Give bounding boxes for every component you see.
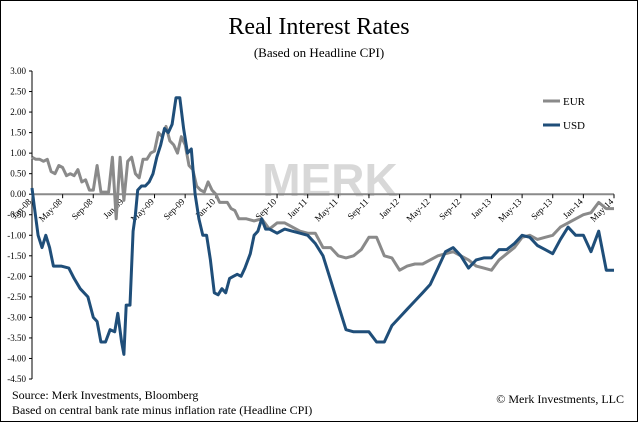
y-tick-label: -1.00 (7, 230, 26, 240)
y-tick-label: 1.00 (10, 148, 26, 158)
x-tick-label: Sep-08 (70, 196, 95, 221)
chart-title: Real Interest Rates (228, 14, 410, 40)
legend: EUR USD (543, 96, 586, 132)
copyright-note: © Merk Investments, LLC (496, 392, 624, 406)
x-tick-label: May-13 (496, 196, 524, 224)
merk-watermark: MERK (262, 154, 397, 206)
chart-subtitle: (Based on Headline CPI) (253, 45, 385, 60)
y-tick-label: 2.50 (10, 87, 26, 97)
x-tick-label: May-08 (37, 196, 65, 224)
y-tick-label: -4.00 (7, 353, 26, 363)
y-tick-label: -3.50 (7, 333, 26, 343)
x-tick-label: Jan-13 (469, 196, 493, 220)
y-tick-label: -0.50 (7, 210, 26, 220)
series-line-usd (30, 96, 614, 356)
y-tick-label: 0.50 (10, 169, 26, 179)
y-axis: 3.00 2.50 2.00 1.50 1.00 0.50 0.00 -0.50 -1.00 -1… (7, 66, 33, 384)
y-tick-label: -4.50 (7, 374, 26, 384)
source-note: Source: Merk Investments, Bloomberg (12, 388, 199, 402)
x-tick-label: May-09 (129, 196, 157, 224)
y-tick-label: 3.00 (10, 66, 26, 76)
basis-note: Based on central bank rate minus inflati… (12, 403, 313, 417)
y-tick-label: 2.00 (10, 107, 26, 117)
y-tick-label: 0.00 (10, 189, 26, 199)
legend-label-eur: EUR (563, 96, 586, 108)
series-layer (30, 96, 614, 356)
y-tick-label: -2.50 (7, 292, 26, 302)
y-tick-label: -2.00 (7, 271, 26, 281)
x-tick-label: Sep-09 (161, 196, 186, 221)
x-tick-label: May-12 (404, 197, 431, 224)
x-tick-label: Sep-12 (437, 197, 462, 222)
x-tick-label: Sep-13 (529, 196, 554, 221)
series-line-eur (31, 124, 614, 272)
x-tick-label: Jan-09 (101, 196, 125, 220)
y-tick-label: -3.00 (7, 312, 26, 322)
y-tick-label: -1.50 (7, 251, 26, 261)
legend-label-usd: USD (563, 120, 585, 132)
y-tick-label: 1.50 (10, 128, 26, 138)
